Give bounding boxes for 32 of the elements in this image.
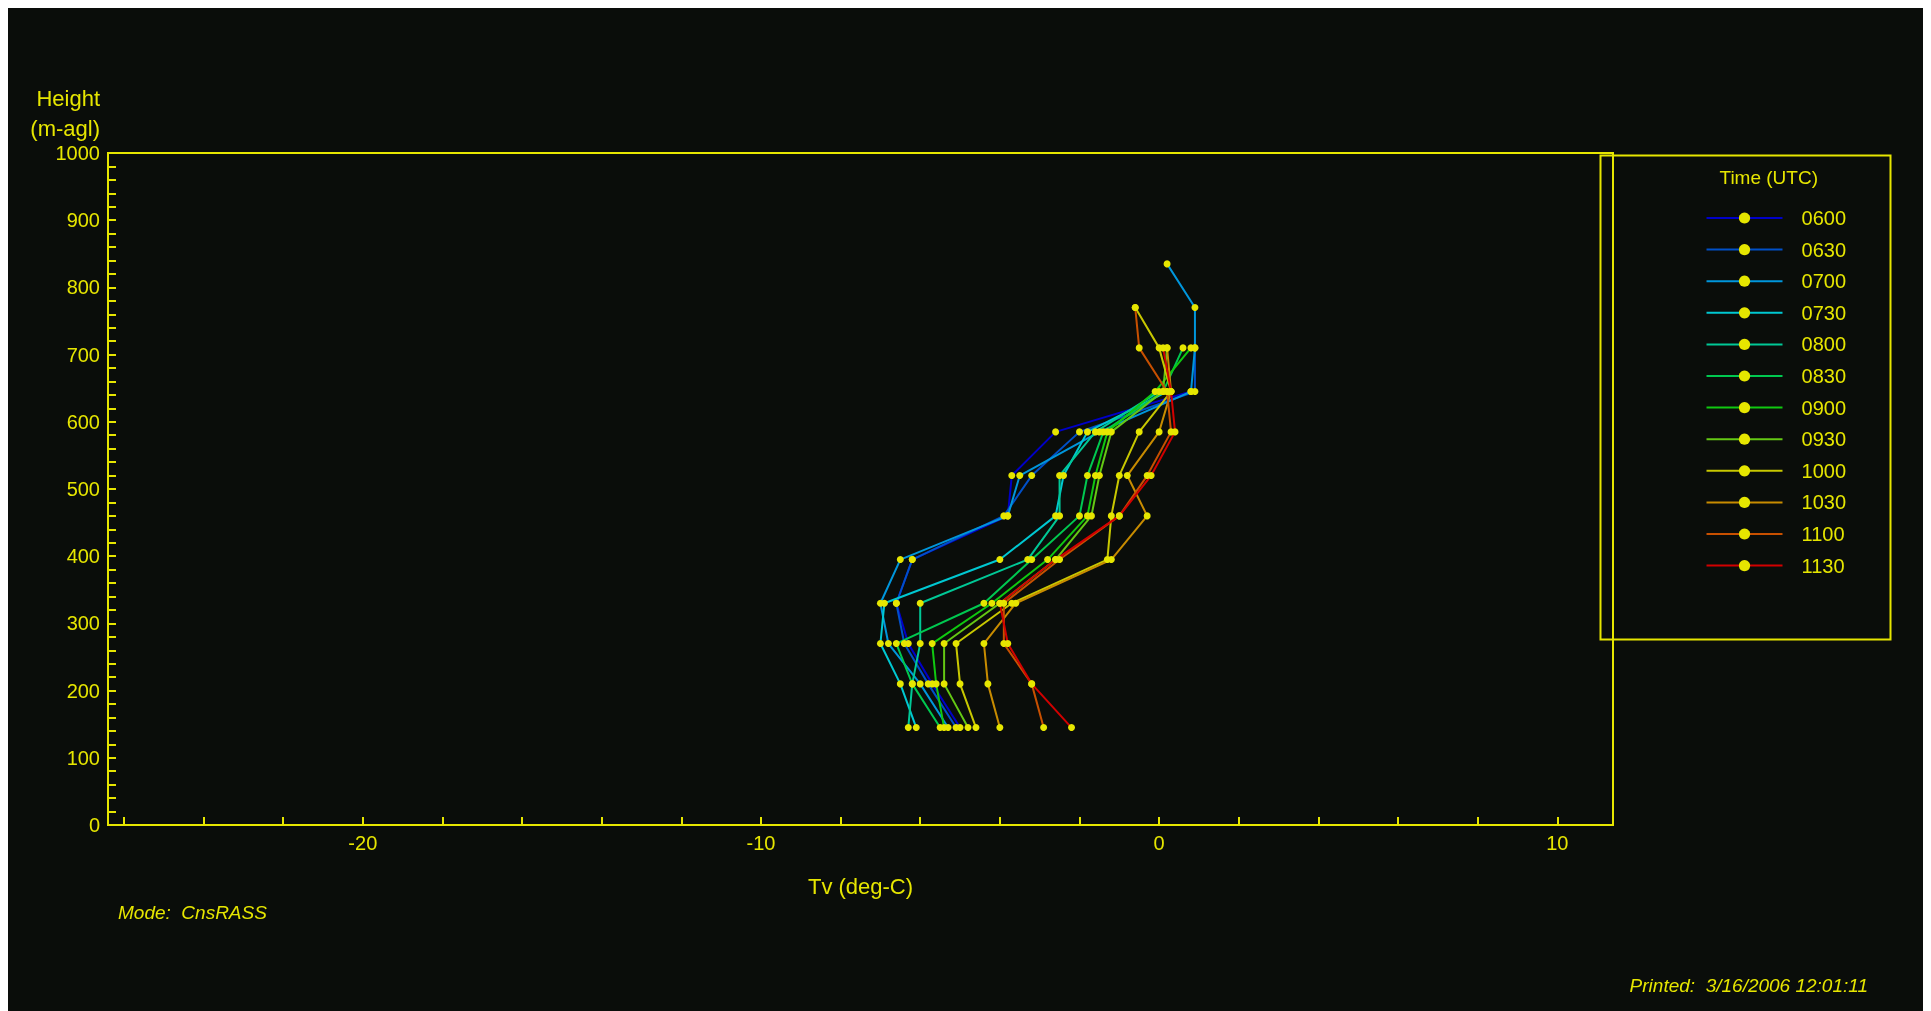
y-tick-label: 500 — [66, 478, 100, 500]
legend-label: 0600 — [1801, 207, 1847, 229]
legend-title: Time (UTC) — [1719, 167, 1818, 188]
y-tick-label: 1000 — [55, 142, 100, 164]
legend-label: 1030 — [1801, 491, 1847, 514]
y-tick-label: 0 — [88, 814, 100, 836]
legend-label: 0630 — [1801, 238, 1847, 261]
y-tick-label: 400 — [66, 545, 100, 568]
x-tick-label: -10 — [746, 832, 776, 854]
x-tick-label: 10 — [1546, 832, 1569, 854]
legend-label: 0800 — [1801, 333, 1847, 356]
y-tick-label: 100 — [66, 746, 100, 769]
y-tick-label: 900 — [66, 209, 100, 232]
text: Printed: 3/16/2006 12:01:11 — [1629, 975, 1868, 996]
y-tick-label: 300 — [66, 612, 100, 635]
legend-label: 1100 — [1801, 523, 1845, 545]
x-tick-label: 0 — [1153, 832, 1165, 854]
text: Mode: CnsRASS — [118, 902, 268, 923]
legend-label: 0930 — [1801, 428, 1847, 451]
y-tick-label: 700 — [66, 343, 100, 366]
y-tick-label: 800 — [66, 276, 100, 299]
y-tick-label: 600 — [66, 410, 100, 433]
legend-label: 0830 — [1801, 365, 1847, 387]
y-tick-label: 200 — [66, 679, 100, 702]
legend-label: 0700 — [1801, 270, 1847, 293]
legend-label: 1000 — [1801, 459, 1847, 482]
x-axis-title: Tv (deg-C) — [807, 873, 914, 899]
y-axis-title: Height (m-agl) — [30, 85, 100, 141]
legend-label: 1130 — [1801, 554, 1845, 577]
legend-label: 0730 — [1801, 301, 1847, 324]
legend-label: 0900 — [1801, 396, 1847, 419]
x-tick-label: -20 — [348, 832, 378, 854]
